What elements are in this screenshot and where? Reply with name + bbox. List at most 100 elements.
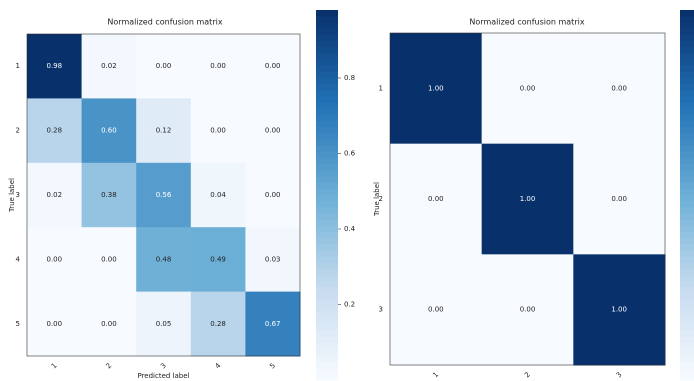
colorbar-segment	[680, 281, 694, 288]
colorbar-segment	[680, 219, 694, 227]
colorbar-segment	[680, 77, 694, 85]
colorbar-segment	[316, 102, 338, 110]
cell-label: 0.00	[210, 62, 226, 70]
colorbar-segment	[680, 349, 694, 356]
colorbar-segment	[680, 256, 694, 264]
colorbar-segment	[316, 373, 338, 381]
colorbar-segment	[316, 201, 338, 208]
heatmap-cell	[390, 143, 483, 255]
colorbar-segment	[316, 238, 338, 245]
colorbar-segment	[680, 151, 694, 159]
cell-label: 0.00	[520, 84, 536, 92]
heatmap-cell	[190, 291, 246, 357]
heatmap-cell	[81, 34, 137, 99]
colorbar-segment	[316, 219, 338, 227]
colorbar-segment	[680, 164, 694, 171]
colorbar-segment	[680, 139, 694, 147]
y-tick-label: 2	[379, 195, 383, 203]
heatmap-cell	[27, 34, 83, 99]
colorbar-segment	[680, 65, 694, 73]
colorbar-segment	[316, 188, 338, 196]
y-axis-label: True label	[8, 178, 16, 213]
cell-label: 0.28	[47, 127, 63, 135]
y-tick-label: 3	[16, 191, 20, 199]
colorbar-segment	[316, 47, 338, 54]
cell-label: 0.28	[210, 320, 226, 328]
colorbar-segment	[680, 343, 694, 350]
heatmap-cell	[190, 162, 246, 228]
colorbar-segment	[316, 133, 338, 140]
colorbar-segment	[316, 10, 338, 17]
colorbar-segment	[680, 158, 694, 165]
colorbar-segment	[680, 133, 694, 140]
x-tick-label: 2	[104, 362, 113, 371]
colorbar-segment	[680, 53, 694, 60]
colorbar-segment	[316, 299, 338, 307]
heatmap-cell	[136, 98, 192, 164]
colorbar-segment	[316, 22, 338, 29]
heatmap-cell	[245, 34, 301, 99]
colorbar-segment	[316, 96, 338, 103]
colorbar-segment	[680, 250, 694, 258]
y-tick-label: 3	[379, 306, 383, 314]
cell-label: 0.00	[611, 84, 627, 92]
cell-label: 0.03	[265, 255, 281, 263]
colorbar-segment	[680, 176, 694, 184]
colorbar-segment	[680, 170, 694, 177]
colorbar-tick-label: 0.4	[344, 225, 356, 233]
colorbar-segment	[316, 114, 338, 122]
colorbar-segment	[680, 318, 694, 325]
colorbar-segment	[680, 47, 694, 54]
colorbar-tick-label: 0.2	[344, 300, 355, 308]
colorbar-segment	[680, 90, 694, 97]
colorbar-segment	[680, 145, 694, 153]
cell-label: 1.00	[428, 84, 444, 92]
colorbar-segment	[316, 207, 338, 214]
cell-label: 0.00	[265, 191, 281, 199]
cell-label: 0.00	[265, 62, 281, 70]
cell-label: 0.02	[101, 62, 117, 70]
cell-label: 0.00	[47, 255, 63, 263]
colorbar-segment	[680, 373, 694, 381]
heatmap-cell	[481, 33, 574, 145]
colorbar-segment	[316, 40, 338, 48]
colorbar-segment	[316, 77, 338, 85]
heatmap-cell	[390, 254, 483, 366]
heatmap-cell	[390, 33, 483, 145]
cell-label: 0.60	[101, 127, 117, 135]
y-tick-label: 4	[16, 255, 21, 263]
colorbar-segment	[316, 121, 338, 128]
heatmap-cell	[245, 98, 301, 164]
colorbar-segment	[680, 262, 694, 270]
colorbar-segment	[316, 53, 338, 60]
colorbar-segment	[680, 40, 694, 48]
colorbar-segment	[316, 287, 338, 295]
colorbar-segment	[680, 244, 694, 251]
colorbar-segment	[316, 275, 338, 282]
heatmap-cell	[573, 254, 666, 366]
colorbar-segment	[680, 269, 694, 276]
colorbar-segment	[316, 16, 338, 23]
colorbar-segment	[316, 176, 338, 184]
colorbar-segment	[316, 151, 338, 159]
colorbar-segment	[680, 312, 694, 319]
colorbar-segment	[680, 195, 694, 202]
colorbar-segment	[316, 324, 338, 332]
colorbar-segment	[316, 318, 338, 325]
cell-label: 0.05	[156, 320, 172, 328]
cell-label: 1.00	[520, 195, 536, 203]
colorbar-segment	[316, 269, 338, 276]
colorbar-segment	[680, 367, 694, 375]
colorbar-segment	[680, 299, 694, 307]
colorbar-segment	[680, 213, 694, 221]
colorbar-segment	[316, 84, 338, 91]
colorbar-segment	[680, 238, 694, 245]
heatmap-cell	[136, 162, 192, 228]
colorbar-segment	[680, 293, 694, 301]
heatmap-cell	[136, 291, 192, 357]
cell-label: 0.00	[520, 306, 536, 314]
colorbar-segment	[680, 10, 694, 17]
heatmap-cell	[573, 33, 666, 145]
colorbar-segment	[316, 281, 338, 288]
